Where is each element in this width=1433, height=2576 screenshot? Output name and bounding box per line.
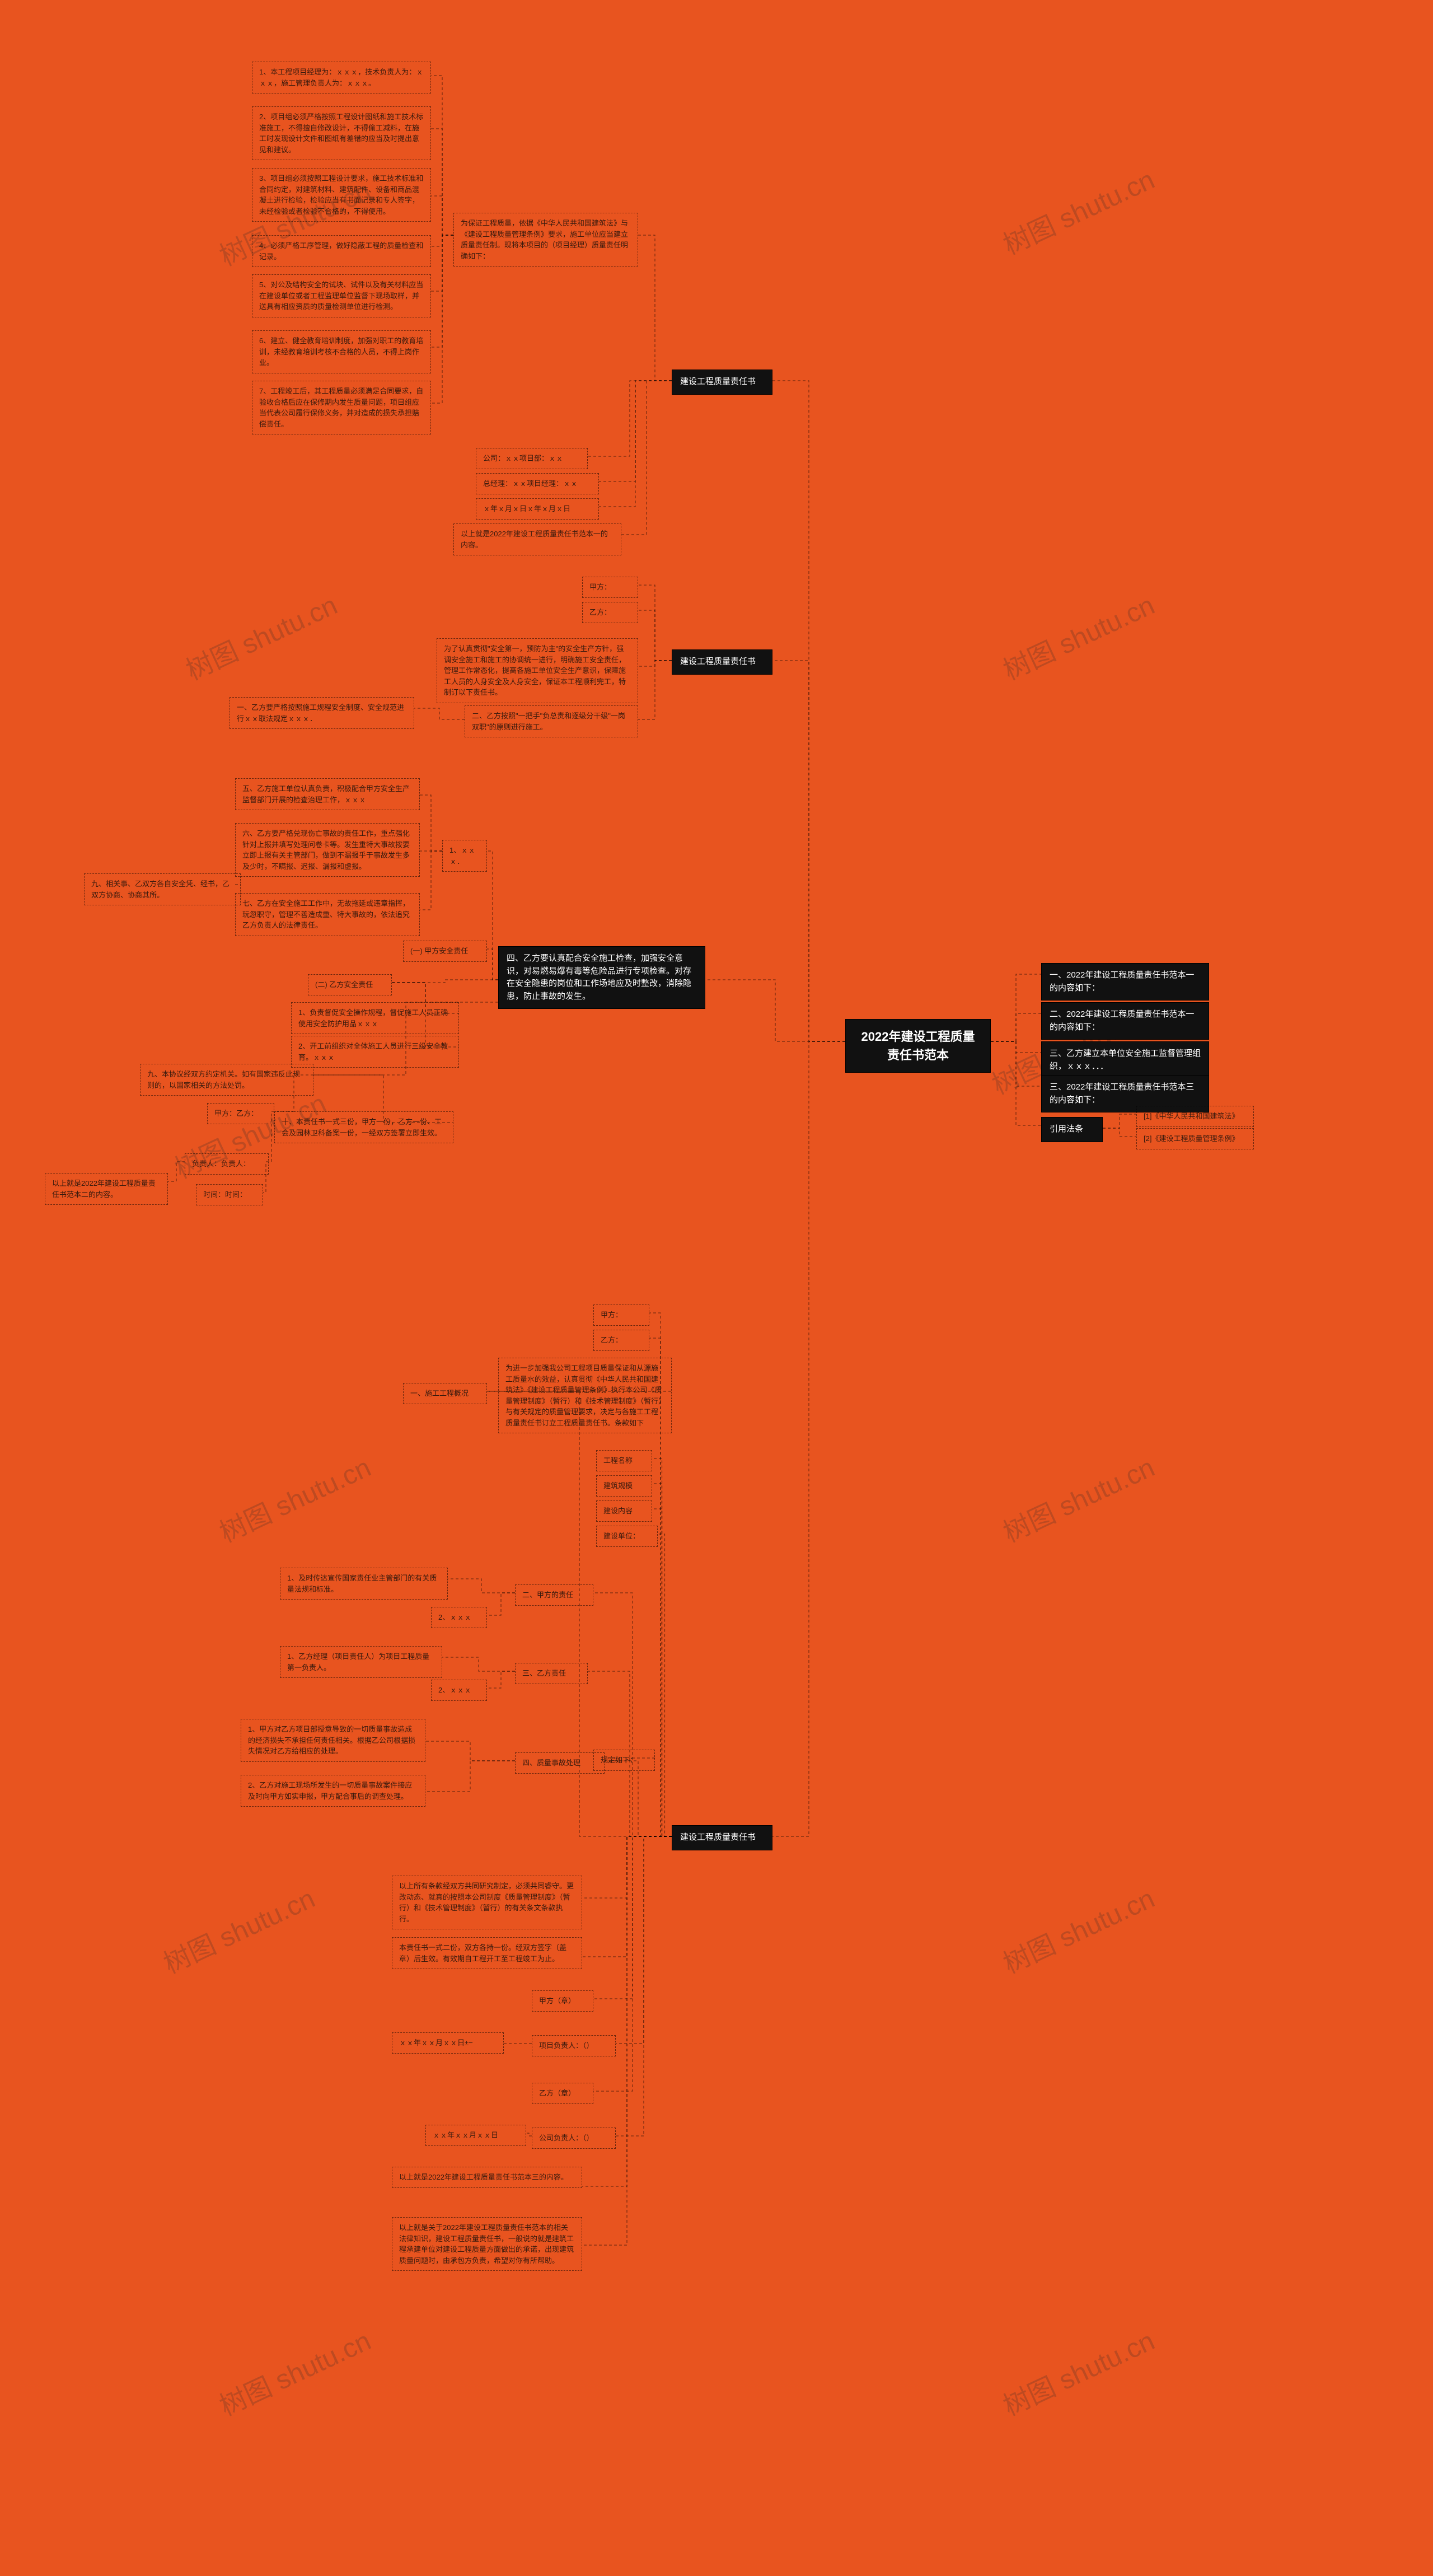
group-a-item: 4、必须严格工序管理，做好隐蔽工程的质量检查和记录。	[252, 235, 431, 267]
group-a-item: 6、建立、健全教育培训制度，加强对职工的教育培训，未经教育培训考核不合格的人员，…	[252, 330, 431, 373]
group-d-bottom-item: 以上所有条款经双方共同研究制定，必须共同睿守。更改动态、就真的按照本公司制度《质…	[392, 1876, 582, 1929]
group-c-item: 九、相关事、乙双方各自安全凭、经书，乙双方协商、协商其所。	[84, 873, 241, 905]
group-d-mid-item: 三、乙方责任	[515, 1663, 588, 1684]
group-d-bottom-item: 甲方（章）	[532, 1990, 593, 2012]
group-c-item: 2、开工前组织对全体施工人员进行三级安全教育。ｘｘｘ	[291, 1036, 459, 1068]
group-c-item: 负责人：负责人：	[185, 1153, 269, 1175]
group-d-bottom-item: 公司负责人：（）	[532, 2128, 616, 2149]
group-d-top-item: 建设内容	[596, 1500, 652, 1522]
group-c-item: 以上就是2022年建设工程质量责任书范本二的内容。	[45, 1173, 168, 1205]
right-cat: 引用法条	[1041, 1117, 1103, 1142]
group-d-top-item: 乙方：	[593, 1330, 649, 1351]
watermark: 树图 shutu.cn	[996, 1446, 1160, 1550]
group-a-item: 2、项目组必须严格按照工程设计图纸和施工技术标准施工，不得擅自修改设计，不得偷工…	[252, 106, 431, 160]
group-a-intro: 为保证工程质量，依据《中华人民共和国建筑法》与《建设工程质量管理条例》要求，施工…	[453, 213, 638, 267]
watermark: 树图 shutu.cn	[212, 1446, 376, 1550]
group-c-item: (二) 乙方安全责任	[308, 974, 392, 995]
group-a-footer-item: ｘ年ｘ月ｘ日ｘ年ｘ月ｘ日	[476, 498, 599, 520]
group-d-top-item: 建筑规模	[596, 1475, 652, 1497]
group-c-item: 十、本责任书一式三份，甲方一份，乙方一份、工会及园林卫科备案一份，一经双方签署立…	[274, 1111, 453, 1143]
left-cat: 四、乙方要认真配合安全施工检查，加强安全意识，对易燃易爆有毒等危险品进行专项检查…	[498, 946, 705, 1009]
group-d-bottom-item: ｘｘ年ｘｘ月ｘｘ日	[425, 2125, 526, 2146]
group-c-item: 甲方：乙方：	[207, 1103, 274, 1124]
group-a-item: 7、工程竣工后，其工程质量必须满足合同要求，自验收合格后应在保修期内发生质量问题…	[252, 381, 431, 434]
group-d-bottom-item: 乙方（章）	[532, 2083, 593, 2104]
group-c-item: 1、ｘｘｘ．	[442, 840, 487, 872]
group-d-mid-item: 2、乙方对施工现场所发生的一切质量事故案件接应及时向甲方如实申报，甲方配合事后的…	[241, 1775, 425, 1807]
group-d-mid-item: 1、及时传达宣传国家责任业主管部门的有关质量法规和标准。	[280, 1568, 448, 1600]
group-c-item: 时间：时间：	[196, 1184, 263, 1205]
group-d-top-item: 建设单位：	[596, 1526, 658, 1547]
group-c-item: 六、乙方要严格兑现伤亡事故的责任工作，重点强化针对上报并填写处理问卷卡等。发生重…	[235, 823, 420, 877]
group-b-item: 一、乙方要严格按照施工规程安全制度、安全规范进行ｘｘ取法规定ｘｘｘ．	[230, 697, 414, 729]
group-c-item: 1、负责督促安全操作规程，督促施工人员正确使用安全防护用品ｘｘｘ	[291, 1002, 459, 1034]
watermark: 树图 shutu.cn	[996, 583, 1160, 688]
group-d-mid-item: 规定如下：	[593, 1750, 655, 1771]
group-a-item: 1、本工程项目经理为：ｘｘｘ，技术负责人为：ｘｘｘ，施工管理负责人为：ｘｘｘ。	[252, 62, 431, 93]
group-d-top-item: 一、施工工程概况	[403, 1383, 487, 1404]
group-c-item: 七、乙方在安全施工工作中，无故拖延或违章指挥，玩忽职守，管理不善造成重、特大事故…	[235, 893, 420, 936]
left-cat: 建设工程质量责任书	[672, 1825, 772, 1850]
group-d-top-item: 为进一步加强我公司工程项目质量保证和从源施工质量水的效益，认真贯彻《中华人民共和…	[498, 1358, 672, 1433]
group-d-mid-item: 1、甲方对乙方项目部授意导致的一切质量事故造成的经济损失不承担任何责任相关。根据…	[241, 1719, 425, 1762]
right-cat: 一、2022年建设工程质量责任书范本一的内容如下：	[1041, 963, 1209, 1001]
right-cat: 二、2022年建设工程质量责任书范本一的内容如下：	[1041, 1002, 1209, 1040]
group-d-bottom-item: 以上就是关于2022年建设工程质量责任书范本的相关法律知识，建设工程质量责任书，…	[392, 2217, 582, 2271]
group-d-bottom-item: ｘｘ年ｘｘ月ｘｘ日±−	[392, 2032, 504, 2054]
watermark: 树图 shutu.cn	[212, 2319, 376, 2423]
group-c-item: 九、本协议经双方约定机关。如有国家违反此规则的，以国家相关的方法处罚。	[140, 1064, 313, 1096]
group-c-item: (一) 甲方安全责任	[403, 941, 487, 962]
group-c-item: 五、乙方施工单位认真负责，积极配合甲方安全生产监督部门开展的检查治理工作，ｘｘｘ	[235, 778, 420, 810]
group-d-mid-item: 2、ｘｘｘ	[431, 1607, 487, 1628]
group-d-mid-item: 二、甲方的责任	[515, 1584, 593, 1606]
group-d-top-item: 工程名称	[596, 1450, 652, 1471]
group-b-item: 甲方：	[582, 577, 638, 598]
group-d-mid-item: 2、ｘｘｘ	[431, 1680, 487, 1701]
left-cat: 建设工程质量责任书	[672, 370, 772, 395]
left-cat: 建设工程质量责任书	[672, 649, 772, 675]
watermark: 树图 shutu.cn	[996, 2319, 1160, 2423]
watermark: 树图 shutu.cn	[156, 1877, 320, 1981]
group-b-item: 乙方：	[582, 602, 638, 623]
group-a-footer-item: 以上就是2022年建设工程质量责任书范本一的内容。	[453, 523, 621, 555]
group-b-item: 为了认真贯彻"安全第一，预防为主"的安全生产方针，强调安全施工和施工的协调统一进…	[437, 638, 638, 703]
group-d-bottom-item: 项目负责人：（）	[532, 2035, 616, 2056]
group-a-item: 5、对公及结构安全的试块、试件以及有关材料应当在建设单位或者工程监理单位监督下现…	[252, 274, 431, 317]
group-a-item: 3、项目组必须按照工程设计要求，施工技术标准和合同约定，对建筑材料、建筑配件、设…	[252, 168, 431, 222]
group-a-footer-item: 总经理：ｘｘ项目经理：ｘｘ	[476, 473, 599, 494]
root-node: 2022年建设工程质量责任书范本	[845, 1019, 991, 1073]
group-b-item: 二、乙方按照"一把手"负总责和逐级分干级"一岗双职"的原则进行施工。	[465, 705, 638, 737]
group-d-top-item: 甲方：	[593, 1305, 649, 1326]
group-a-footer-item: 公司：ｘｘ项目部：ｘｘ	[476, 448, 588, 469]
right-leaf: [1]《中华人民共和国建筑法》	[1136, 1106, 1254, 1127]
group-d-mid-item: 四、质量事故处理	[515, 1752, 605, 1774]
watermark: 树图 shutu.cn	[179, 583, 343, 688]
watermark: 树图 shutu.cn	[996, 1877, 1160, 1981]
right-leaf: [2]《建设工程质量管理条例》	[1136, 1128, 1254, 1149]
watermark: 树图 shutu.cn	[996, 158, 1160, 262]
group-d-mid-item: 1、乙方经理（项目责任人）为项目工程质量第一负责人。	[280, 1646, 442, 1678]
right-cat: 三、乙方建立本单位安全施工监督管理组织，ｘｘｘ．．．	[1041, 1041, 1209, 1079]
group-d-bottom-item: 以上就是2022年建设工程质量责任书范本三的内容。	[392, 2167, 582, 2188]
group-d-bottom-item: 本责任书一式二份，双方各持一份。经双方签字（盖章）后生效。有效期自工程开工至工程…	[392, 1937, 582, 1969]
